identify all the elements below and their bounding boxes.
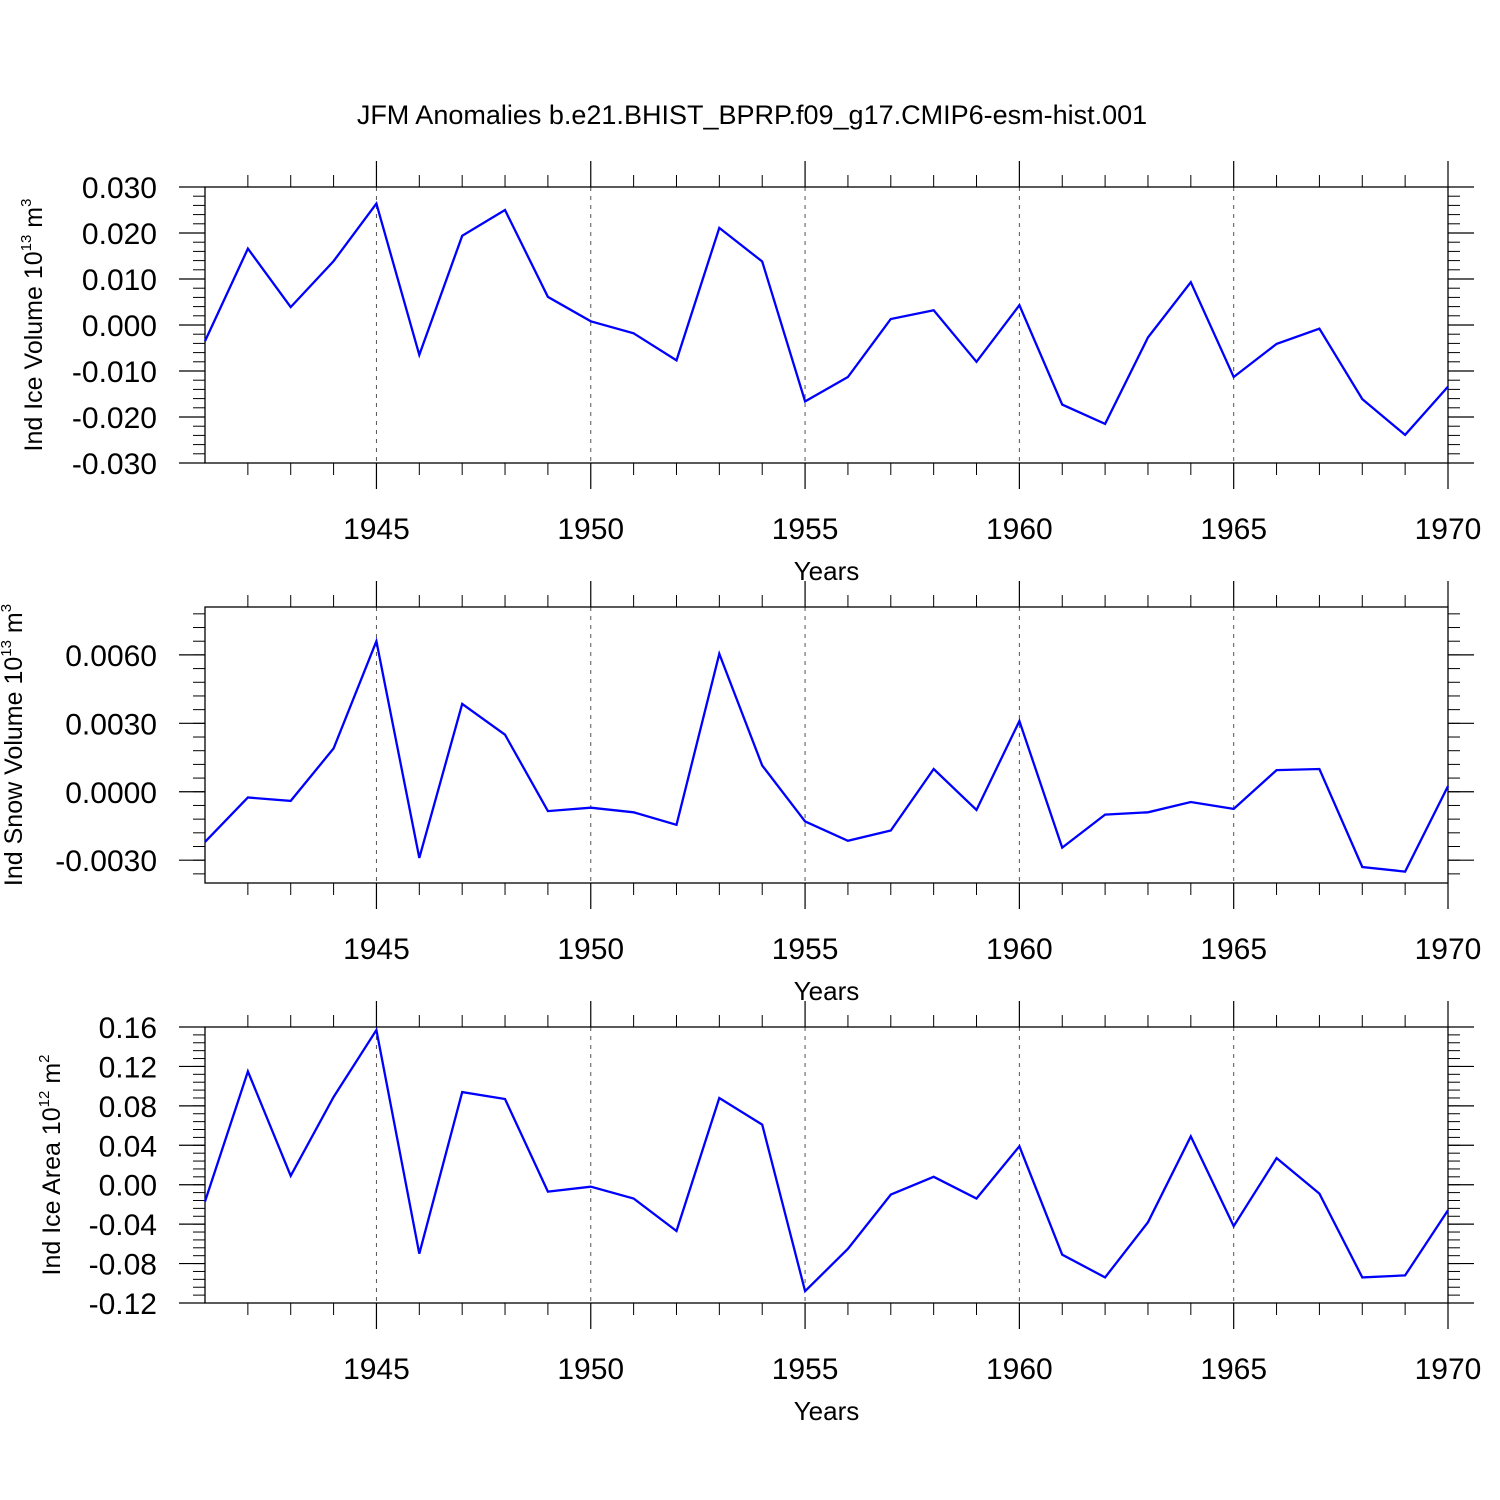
x-tick-label: 1965: [1200, 1353, 1267, 1386]
x-tick-label: 1950: [557, 933, 624, 966]
x-tick-label: 1965: [1200, 513, 1267, 546]
series-line: [203, 1026, 1449, 1294]
plot-frame: [204, 186, 1449, 464]
y-tick-label: 0.0000: [65, 777, 157, 810]
y-tick-label: 0.04: [99, 1130, 157, 1163]
y-axis-label: Ind Ice Area 1012 m2: [36, 1055, 66, 1276]
y-tick-label: -0.08: [89, 1249, 157, 1282]
x-axis-label: Years: [794, 1396, 860, 1426]
y-tick-label: -0.04: [89, 1209, 157, 1242]
x-tick-label: 1965: [1200, 933, 1267, 966]
plot-frame: [204, 1026, 1449, 1304]
x-tick-label: 1960: [986, 513, 1053, 546]
y-tick-label: 0.0060: [65, 640, 157, 673]
y-tick-label: 0.010: [82, 264, 157, 297]
panel-3: -0.12 -0.08 -0.04 0.00 0.04 0.08 0.12 0.16 1945 1…: [36, 1001, 1481, 1426]
y-tick-label: 0.16: [99, 1012, 157, 1045]
panel-1: -0.030 -0.020 -0.010 0.000 0.010 0.020 0.030 19…: [18, 161, 1481, 586]
y-tick-label: 0.12: [99, 1051, 157, 1084]
series-line: [204, 637, 1450, 873]
x-tick-label: 1950: [557, 1353, 624, 1386]
x-tick-label: 1945: [343, 933, 410, 966]
y-axis-label: Ind Snow Volume 1013 m3: [0, 604, 28, 886]
y-tick-label: 0.08: [99, 1091, 157, 1124]
x-tick-label: 1945: [343, 513, 410, 546]
y-axis-label: Ind Ice Volume 1013 m3: [18, 199, 48, 452]
y-tick-label: -0.12: [89, 1288, 157, 1321]
x-axis-label: Years: [794, 976, 860, 1006]
y-tick-label: -0.020: [72, 402, 157, 435]
x-tick-label: 1955: [772, 933, 839, 966]
x-tick-label: 1960: [986, 1353, 1053, 1386]
x-tick-label: 1955: [772, 1353, 839, 1386]
x-tick-label: 1960: [986, 933, 1053, 966]
x-tick-label: 1945: [343, 1353, 410, 1386]
x-tick-label: 1970: [1415, 513, 1482, 546]
y-tick-label: 0.020: [82, 218, 157, 251]
series-line: [203, 201, 1449, 437]
x-tick-label: 1970: [1415, 1353, 1482, 1386]
panel-2: -0.0030 0.0000 0.0030 0.0060 1945 1950 1955 196…: [0, 581, 1481, 1006]
x-tick-label: 1955: [772, 513, 839, 546]
plot-frame: [204, 606, 1449, 884]
y-tick-label: 0.000: [82, 310, 157, 343]
y-tick-label: 0.030: [82, 172, 157, 205]
y-tick-label: -0.030: [72, 448, 157, 481]
y-tick-label: -0.010: [72, 356, 157, 389]
x-axis-label: Years: [794, 556, 860, 586]
x-tick-label: 1970: [1415, 933, 1482, 966]
x-tick-label: 1950: [557, 513, 624, 546]
y-tick-label: 0.0030: [65, 708, 157, 741]
figure-title: JFM Anomalies b.e21.BHIST_BPRP.f09_g17.C…: [357, 100, 1147, 130]
y-tick-label: 0.00: [99, 1170, 157, 1203]
y-tick-label: -0.0030: [55, 845, 157, 878]
